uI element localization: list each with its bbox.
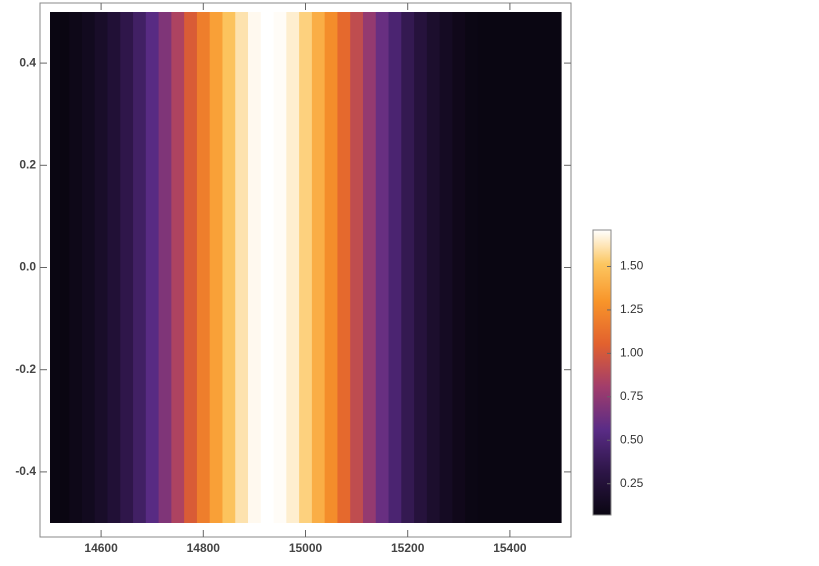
density-column — [311, 12, 326, 523]
density-column — [375, 12, 390, 523]
density-column — [324, 12, 339, 523]
x-tick-label: 15000 — [289, 541, 323, 555]
density-column — [439, 12, 454, 523]
density-column — [94, 12, 109, 523]
density-column — [490, 12, 505, 523]
plot-area — [50, 12, 562, 523]
density-column — [350, 12, 364, 523]
density-column — [286, 12, 300, 523]
density-column — [388, 12, 402, 523]
density-column — [69, 12, 83, 523]
y-tick-label: -0.2 — [15, 362, 36, 376]
density-column — [235, 12, 249, 523]
density-column — [248, 12, 262, 523]
density-column — [529, 12, 543, 523]
x-tick-label: 15400 — [493, 541, 527, 555]
density-column — [133, 12, 147, 523]
density-column — [541, 12, 556, 523]
density-column — [107, 12, 121, 523]
density-column — [145, 12, 160, 523]
density-column — [401, 12, 415, 523]
density-column — [477, 12, 492, 523]
density-column — [81, 12, 96, 523]
density-column — [299, 12, 313, 523]
density-column — [426, 12, 441, 523]
colorbar-tick-label: 0.75 — [620, 389, 644, 403]
colorbar-tick-label: 0.50 — [620, 432, 644, 446]
y-tick-label: 0.4 — [19, 55, 36, 69]
y-tick-label: 0.0 — [19, 260, 36, 274]
colorbar-tick-label: 0.25 — [620, 476, 644, 490]
density-column — [120, 12, 134, 523]
density-column — [158, 12, 172, 523]
colorbar-gradient — [592, 229, 612, 516]
density-column — [516, 12, 530, 523]
colorbar-tick-label: 1.50 — [620, 259, 644, 273]
density-column — [56, 12, 70, 523]
density-column — [554, 12, 562, 523]
density-column — [171, 12, 185, 523]
x-tick-label: 14600 — [84, 541, 118, 555]
y-tick-label: -0.4 — [15, 464, 36, 478]
colorbar-tick-label: 1.25 — [620, 302, 644, 316]
y-tick-label: 0.2 — [19, 157, 36, 171]
density-column — [503, 12, 517, 523]
density-column — [196, 12, 211, 523]
density-column — [414, 12, 428, 523]
density-column — [222, 12, 236, 523]
density-column — [50, 12, 57, 523]
colorbar: 0.25 0.50 0.75 1.00 1.25 1.50 — [592, 229, 644, 516]
density-column — [209, 12, 224, 523]
density-column — [465, 12, 479, 523]
density-column — [273, 12, 287, 523]
colorbar-tick-label: 1.00 — [620, 346, 644, 360]
x-tick-label: 15200 — [391, 541, 425, 555]
density-column — [260, 12, 275, 523]
x-tick-label: 14800 — [187, 541, 221, 555]
density-column — [452, 12, 466, 523]
density-column — [184, 12, 198, 523]
density-column — [337, 12, 351, 523]
density-column — [362, 12, 377, 523]
